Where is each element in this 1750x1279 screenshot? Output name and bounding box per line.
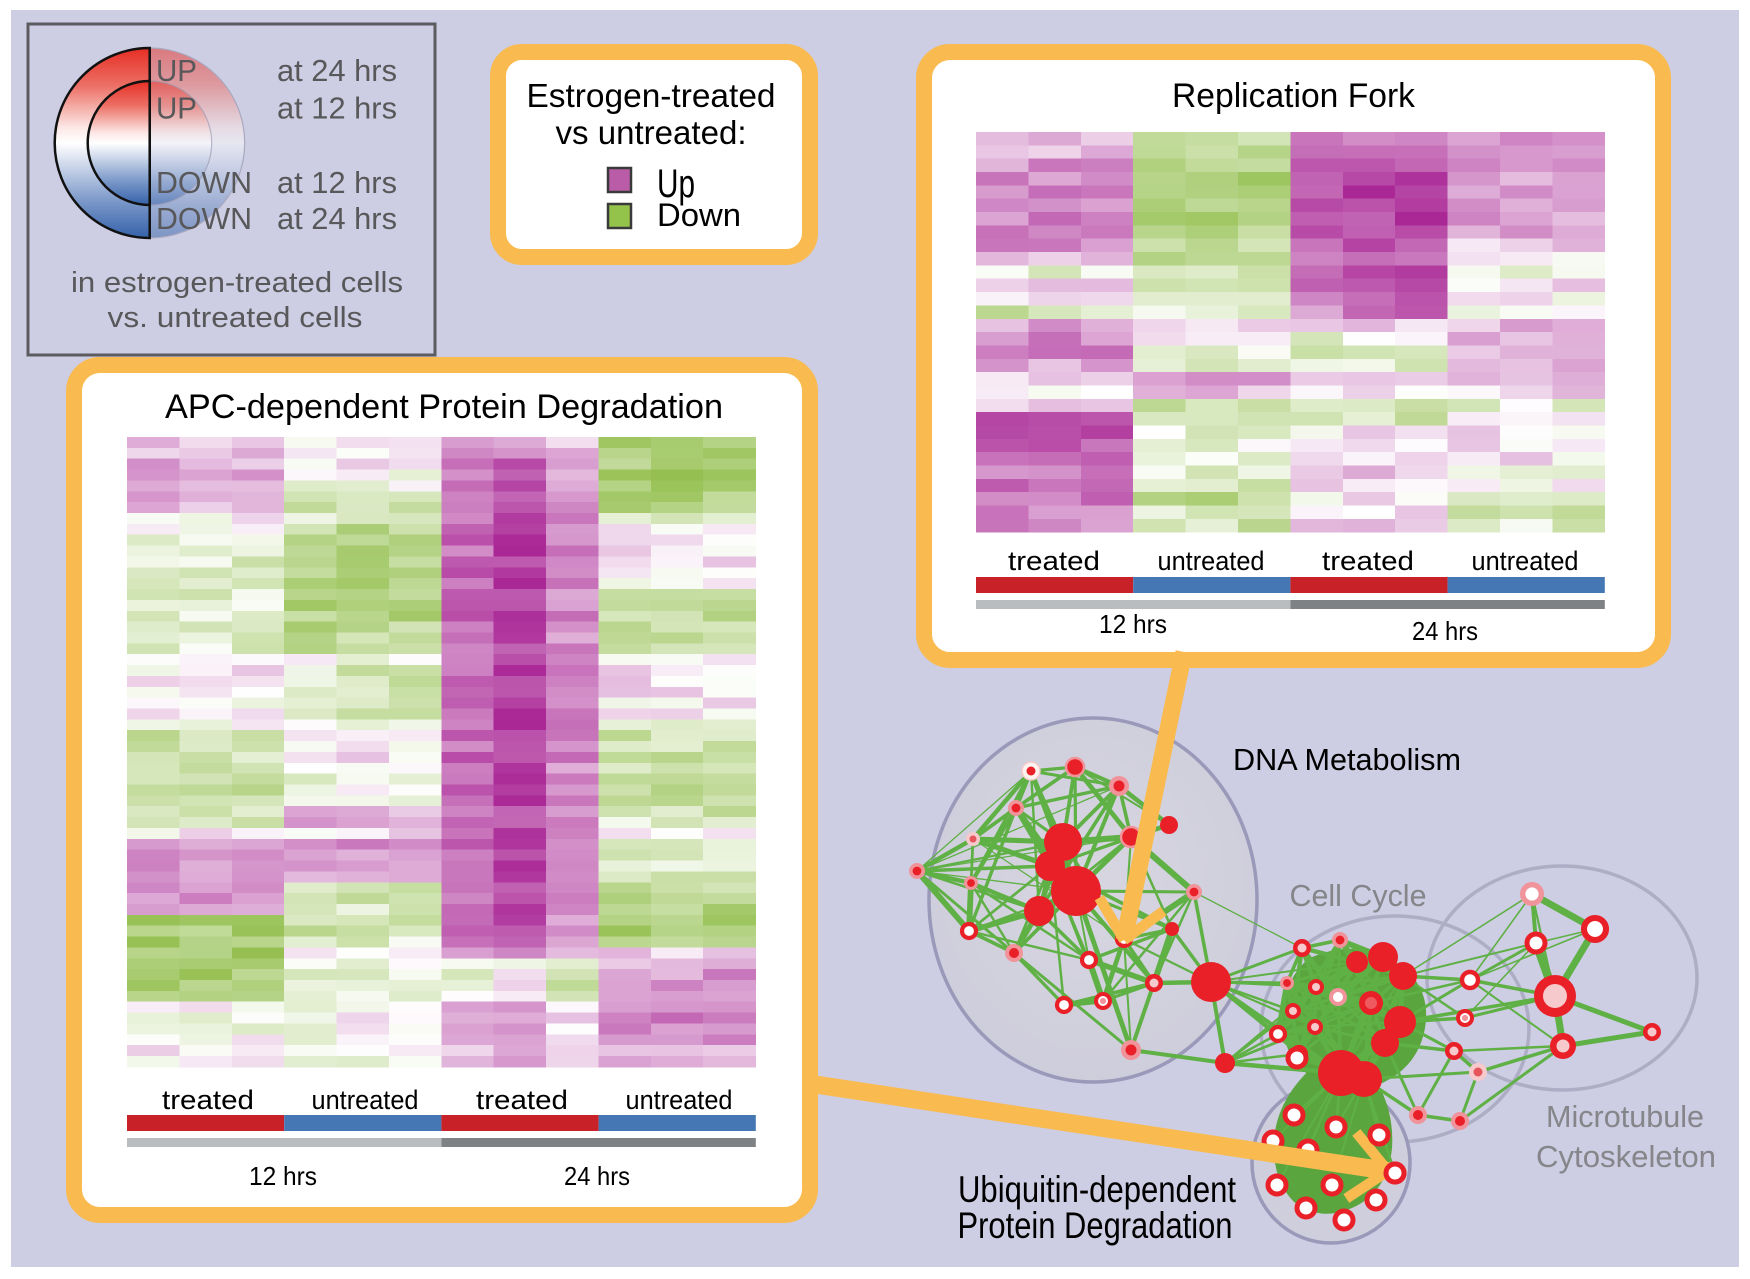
svg-text:Down: Down <box>657 197 741 233</box>
svg-text:vs untreated:: vs untreated: <box>556 114 747 151</box>
svg-text:in estrogen-treated cells: in estrogen-treated cells <box>71 267 403 299</box>
svg-text:untreated: untreated <box>626 1085 733 1115</box>
svg-text:treated: treated <box>476 1085 568 1115</box>
svg-text:24 hrs: 24 hrs <box>1412 616 1478 646</box>
svg-text:12 hrs: 12 hrs <box>249 1161 317 1191</box>
svg-text:Microtubule: Microtubule <box>1546 1099 1704 1134</box>
svg-text:24 hrs: 24 hrs <box>564 1161 630 1191</box>
svg-text:untreated: untreated <box>1472 546 1579 576</box>
svg-text:UP: UP <box>156 91 197 126</box>
svg-text:APC-dependent Protein Degradat: APC-dependent Protein Degradation <box>165 388 723 426</box>
svg-text:at 24 hrs: at 24 hrs <box>277 201 397 236</box>
svg-text:DOWN: DOWN <box>156 201 252 236</box>
svg-text:untreated: untreated <box>1158 546 1265 576</box>
svg-text:Estrogen-treated: Estrogen-treated <box>527 77 776 114</box>
svg-text:at 12 hrs: at 12 hrs <box>277 91 397 126</box>
svg-text:Up: Up <box>657 162 695 206</box>
svg-text:Replication Fork: Replication Fork <box>1172 77 1416 115</box>
svg-text:untreated: untreated <box>312 1085 419 1115</box>
svg-text:treated: treated <box>1322 546 1414 576</box>
svg-text:Cell Cycle: Cell Cycle <box>1290 878 1427 913</box>
svg-text:Protein Degradation: Protein Degradation <box>958 1205 1233 1246</box>
svg-text:at 12 hrs: at 12 hrs <box>277 165 397 200</box>
svg-text:12 hrs: 12 hrs <box>1099 609 1167 639</box>
svg-text:DNA Metabolism: DNA Metabolism <box>1233 742 1461 777</box>
svg-text:treated: treated <box>162 1085 254 1115</box>
svg-text:vs. untreated cells: vs. untreated cells <box>108 302 363 334</box>
svg-text:Ubiquitin-dependent: Ubiquitin-dependent <box>958 1169 1237 1210</box>
svg-text:at 24 hrs: at 24 hrs <box>277 53 397 88</box>
svg-text:treated: treated <box>1008 546 1100 576</box>
svg-text:Cytoskeleton: Cytoskeleton <box>1536 1139 1716 1174</box>
svg-text:UP: UP <box>156 53 197 88</box>
svg-text:DOWN: DOWN <box>156 165 252 200</box>
